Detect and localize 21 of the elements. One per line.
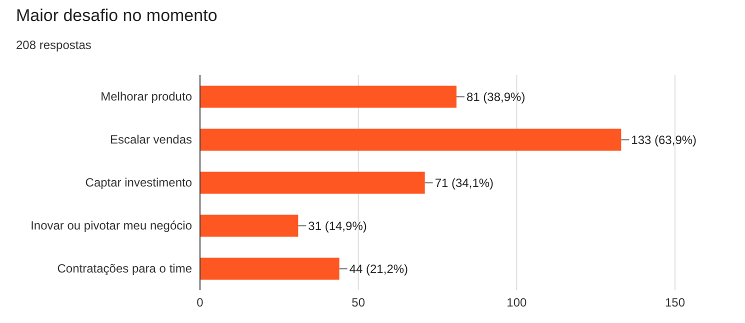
x-tick-label: 0 <box>196 296 204 310</box>
bar <box>200 214 298 237</box>
bar <box>200 86 456 108</box>
y-tick-label: Melhorar produto <box>100 90 192 104</box>
y-tick-label: Inovar ou pivotar meu negócio <box>30 218 192 232</box>
x-tick-label: 150 <box>664 296 686 310</box>
data-label: 81 (38,9%) <box>466 90 526 104</box>
bar <box>200 172 425 194</box>
x-tick-label: 50 <box>352 296 366 310</box>
text: 208 respostas <box>16 38 92 52</box>
y-tick-label: Escalar vendas <box>110 132 192 146</box>
bar <box>200 128 622 151</box>
data-label: 71 (34,1%) <box>434 176 494 190</box>
data-label: 44 (21,2%) <box>349 262 408 276</box>
data-label: 31 (14,9%) <box>308 218 367 233</box>
x-tick-label: 100 <box>506 296 527 310</box>
chart-title: Maior desafio no momento <box>16 6 218 26</box>
bar <box>200 258 340 280</box>
data-label: 133 (63,9%) <box>631 132 697 147</box>
y-tick-label: Captar investimento <box>85 176 192 190</box>
y-tick-label: Contratações para o time <box>57 262 192 276</box>
